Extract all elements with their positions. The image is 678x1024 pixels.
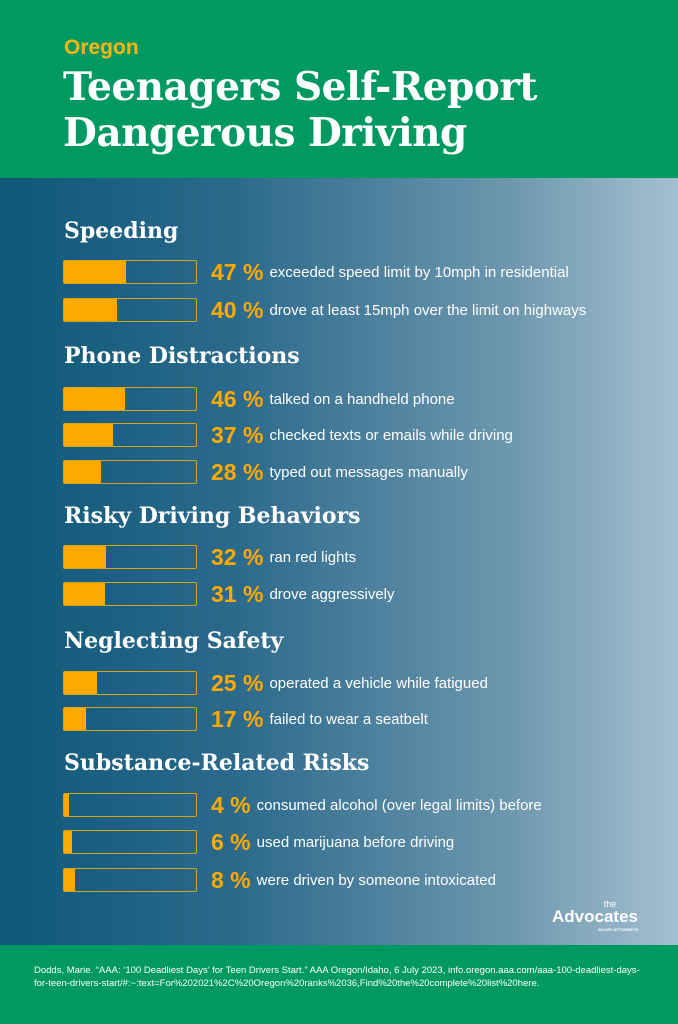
bar-track <box>63 582 197 606</box>
logo-name: Advocates <box>552 907 638 926</box>
bar-row: 47 % exceeded speed limit by 10mph in res… <box>63 258 569 285</box>
section-title: Risky Driving Behaviors <box>64 503 361 529</box>
percent-label: 17 % <box>211 705 264 732</box>
section-title: Substance-Related Risks <box>64 750 370 776</box>
percent-label: 37 % <box>211 421 264 448</box>
behavior-description: were driven by someone intoxicated <box>256 871 496 889</box>
percent-label: 40 % <box>211 296 264 323</box>
bar-fill <box>64 708 87 730</box>
bar-row: 46 % talked on a handheld phone <box>63 385 455 412</box>
bar-row: 28 % typed out messages manually <box>63 458 468 485</box>
logo-tagline: INJURY ATTORNEYS <box>598 927 638 932</box>
percent-label: 31 % <box>211 580 264 607</box>
bar-row: 6 % used marijuana before driving <box>63 828 455 855</box>
bar-track <box>63 298 197 322</box>
bar-row: 31 % drove aggressively <box>63 580 395 607</box>
bar-fill <box>64 869 75 891</box>
bar-track <box>63 868 197 892</box>
bar-fill <box>64 299 117 321</box>
logo-the: the <box>603 899 617 909</box>
percent-label: 47 % <box>211 258 264 285</box>
percent-label: 4 % <box>211 791 251 818</box>
percent-label: 6 % <box>211 828 251 855</box>
section-title: Speeding <box>64 218 179 244</box>
bar-row: 40 % drove at least 15mph over the limit … <box>63 296 587 323</box>
behavior-description: drove aggressively <box>269 585 395 603</box>
bar-track <box>63 707 197 731</box>
bar-track <box>63 423 197 447</box>
header: Oregon Teenagers Self-Report Dangerous D… <box>0 0 678 178</box>
state-label: Oregon <box>64 36 139 59</box>
advocates-logo: the Advocates INJURY ATTORNEYS <box>552 899 638 933</box>
bar-fill <box>64 794 70 816</box>
bar-row: 17 % failed to wear a seatbelt <box>63 705 428 732</box>
bar-track <box>63 545 197 569</box>
title-line-1: Teenagers Self-Report <box>63 64 537 110</box>
percent-label: 25 % <box>211 669 264 696</box>
footer-citation: Dodds, Marie. “AAA: ‘100 Deadliest Days’… <box>0 945 678 1024</box>
percent-label: 28 % <box>211 458 264 485</box>
bar-track <box>63 260 197 284</box>
behavior-description: exceeded speed limit by 10mph in residen… <box>269 263 569 281</box>
bar-track <box>63 830 197 854</box>
title-line-2: Dangerous Driving <box>63 110 467 156</box>
behavior-description: failed to wear a seatbelt <box>269 710 428 728</box>
bar-row: 25 % operated a vehicle while fatigued <box>63 669 488 696</box>
bar-fill <box>64 461 101 483</box>
bar-track <box>63 387 197 411</box>
bar-row: 8 % were driven by someone intoxicated <box>63 866 496 893</box>
behavior-description: operated a vehicle while fatigued <box>269 674 488 692</box>
bar-track <box>63 460 197 484</box>
behavior-description: checked texts or emails while driving <box>269 426 513 444</box>
bar-row: 32 % ran red lights <box>63 543 357 570</box>
behavior-description: typed out messages manually <box>269 463 468 481</box>
percent-label: 8 % <box>211 866 251 893</box>
behavior-description: ran red lights <box>269 548 357 566</box>
percent-label: 46 % <box>211 385 264 412</box>
bar-row: 4 % consumed alcohol (over legal limits) … <box>63 791 542 818</box>
behavior-description: used marijuana before driving <box>256 833 455 851</box>
behavior-description: consumed alcohol (over legal limits) bef… <box>256 796 542 814</box>
bar-fill <box>64 583 105 605</box>
bar-track <box>63 671 197 695</box>
bar-track <box>63 793 197 817</box>
bar-fill <box>64 546 107 568</box>
bar-row: 37 % checked texts or emails while drivin… <box>63 421 513 448</box>
behavior-description: talked on a handheld phone <box>269 390 455 408</box>
page-title: Teenagers Self-Report Dangerous Driving <box>63 64 537 156</box>
bar-fill <box>64 831 72 853</box>
bar-fill <box>64 672 97 694</box>
bar-fill <box>64 388 125 410</box>
section-title: Phone Distractions <box>64 343 300 369</box>
bar-fill <box>64 261 127 283</box>
behavior-description: drove at least 15mph over the limit on h… <box>269 301 587 319</box>
section-title: Neglecting Safety <box>64 628 284 654</box>
percent-label: 32 % <box>211 543 264 570</box>
bar-fill <box>64 424 113 446</box>
